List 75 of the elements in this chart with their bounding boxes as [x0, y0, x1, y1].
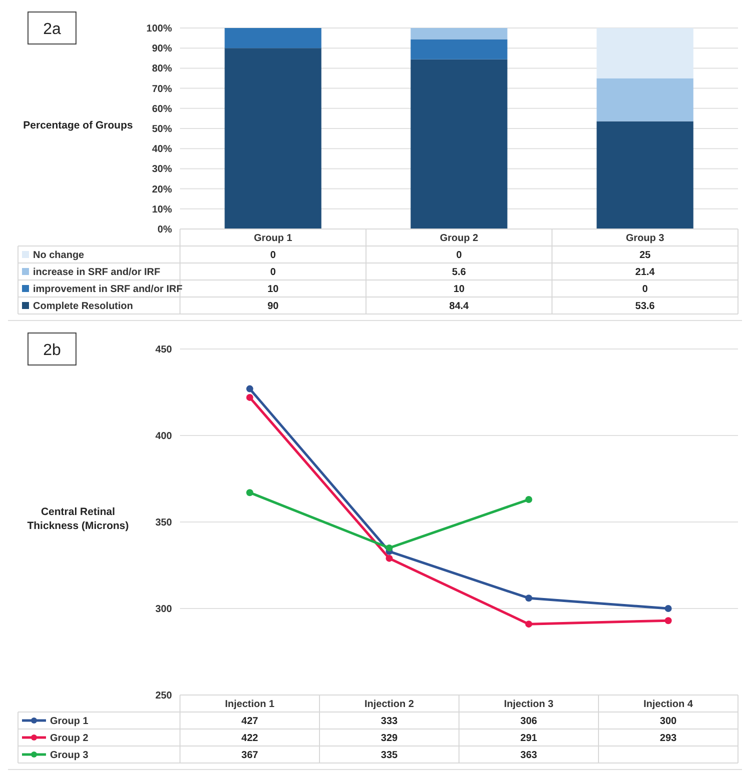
data-label: 10	[267, 284, 279, 295]
x-tick-label: Group 3	[626, 233, 665, 244]
point	[525, 594, 532, 602]
point	[386, 544, 393, 552]
text: 2b	[43, 342, 61, 359]
legend-label: Complete Resolution	[33, 301, 134, 312]
data-label: 335	[380, 750, 398, 761]
data-label: 293	[660, 733, 678, 744]
point	[664, 605, 672, 612]
y-tick-label: 400	[155, 431, 172, 442]
data-label: 10	[453, 284, 465, 295]
legend-label: No change	[33, 250, 85, 261]
y-tick-label: 20%	[152, 184, 172, 196]
x-tick-label: Injection 4	[644, 699, 694, 710]
y-tick-label: 350	[155, 518, 172, 528]
data-label: 291	[520, 733, 538, 744]
bar	[410, 59, 508, 229]
y-tick-label: 80%	[152, 64, 172, 75]
bar	[596, 28, 694, 78]
text: 2a	[43, 21, 61, 38]
bar	[410, 39, 508, 60]
bar	[596, 78, 694, 122]
data-label: 53.6	[635, 301, 656, 312]
data-label: 363	[520, 750, 538, 761]
legend-label: Group 1	[50, 716, 89, 727]
data-label: 0	[456, 250, 462, 261]
point	[246, 489, 254, 496]
point	[525, 620, 532, 628]
y-tick-label: 10%	[152, 204, 172, 216]
x-tick-label: Group 1	[254, 233, 293, 244]
data-label: 84.4	[449, 301, 470, 312]
point	[525, 496, 532, 504]
point	[246, 394, 254, 401]
data-label: 422	[241, 733, 259, 744]
data-label: 90	[267, 301, 279, 312]
point	[386, 554, 393, 562]
data-label: 300	[660, 716, 678, 727]
x-tick-label: Injection 1	[225, 699, 275, 710]
data-label: 25	[639, 250, 651, 261]
y-tick-label: 300	[155, 604, 172, 615]
y-axis-title: Percentage of Groups	[23, 120, 133, 132]
data-label: 333	[380, 716, 398, 727]
point	[664, 617, 672, 624]
x-tick-label: Injection 2	[364, 699, 414, 710]
data-label: 0	[270, 250, 276, 261]
bar	[410, 28, 508, 40]
bar	[596, 121, 694, 229]
data-label: 0	[270, 267, 276, 278]
y-axis-title: Central Retinal Thickness (Microns)	[27, 506, 129, 532]
legend-label: increase in SRF and/or IRF	[33, 267, 160, 278]
y-tick-label: 60%	[152, 104, 172, 115]
data-label: 367	[241, 750, 259, 761]
data-label: 21.4	[635, 267, 656, 278]
y-tick-label: 30%	[152, 164, 172, 176]
legend-label: Group 3	[50, 750, 89, 761]
data-label: 0	[642, 284, 648, 295]
y-tick-label: 100%	[146, 24, 172, 34]
y-tick-label: 450	[155, 344, 172, 356]
x-tick-label: Group 2	[440, 233, 479, 244]
y-tick-label: 0%	[158, 224, 172, 236]
data-label: 5.6	[452, 267, 466, 278]
point	[246, 385, 254, 392]
y-tick-label: 70%	[152, 84, 172, 95]
y-tick-label: 250	[155, 690, 172, 702]
y-tick-label: 90%	[152, 44, 172, 55]
legend-label: improvement in SRF and/or IRF	[33, 284, 182, 295]
legend-label: Group 2	[50, 733, 89, 744]
y-tick-label: 40%	[152, 144, 172, 156]
bar	[224, 28, 322, 48]
data-label: 427	[241, 716, 259, 727]
y-tick-label: 50%	[152, 124, 172, 135]
bar	[224, 48, 322, 229]
x-tick-label: Injection 3	[504, 699, 554, 710]
data-label: 306	[520, 716, 538, 727]
data-label: 329	[380, 733, 398, 744]
